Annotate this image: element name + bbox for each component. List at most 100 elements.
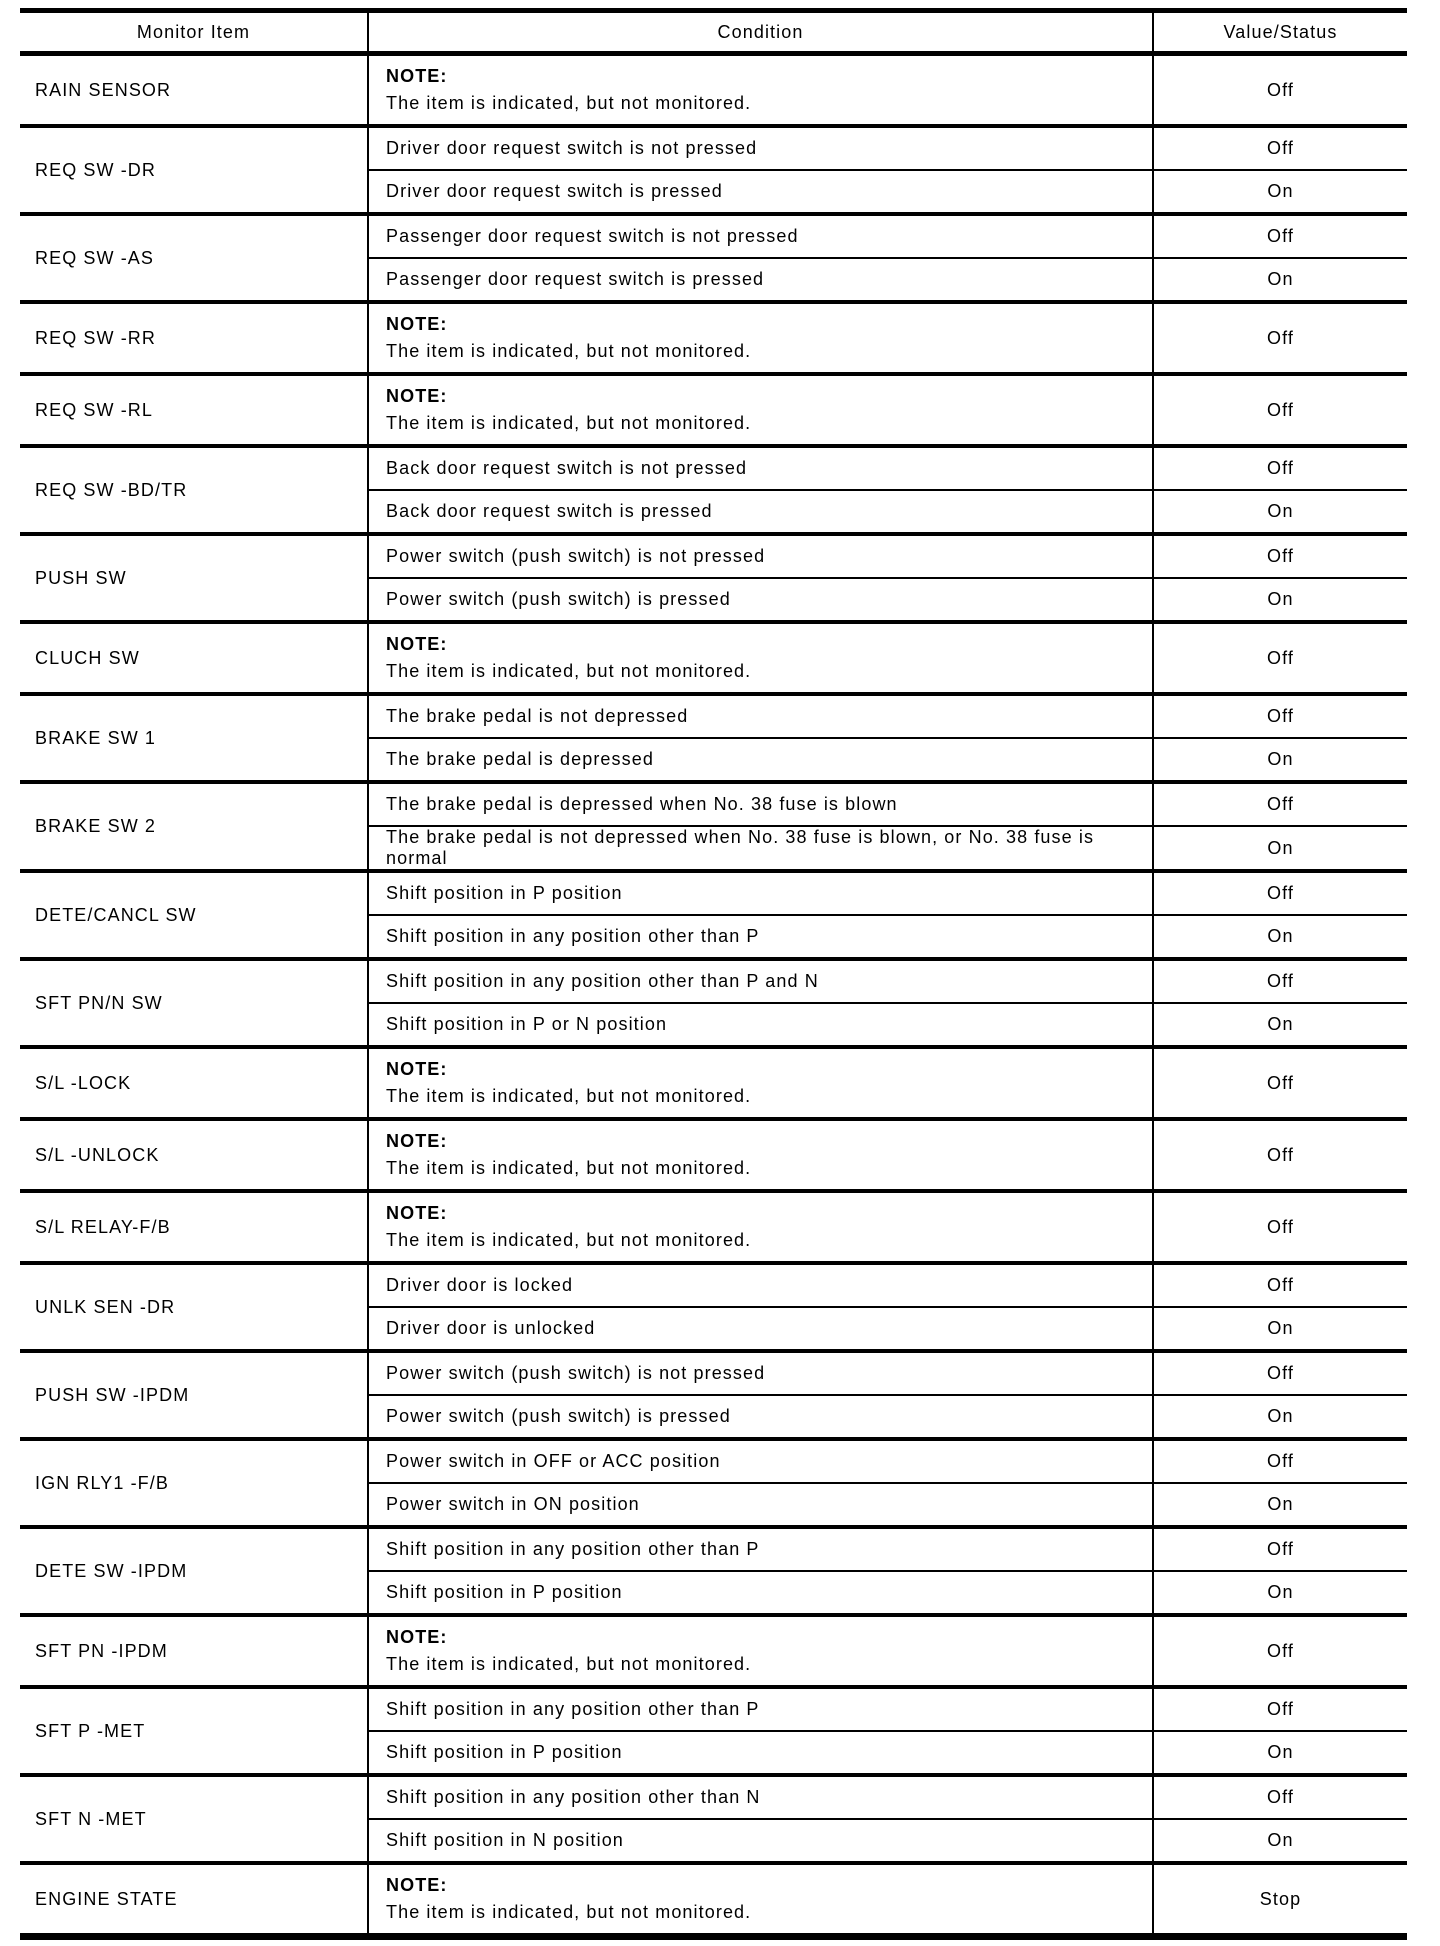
- value-status-cell: Off: [1152, 1613, 1407, 1687]
- table-row: Driver door is unlocked On: [20, 1306, 1407, 1351]
- table-row: BRAKE SW 2 The brake pedal is depressed w…: [20, 780, 1407, 871]
- condition-cell: Back door request switch is pressed: [367, 489, 1153, 534]
- table-row: Shift position in P or N position On: [20, 1002, 1407, 1047]
- monitor-item-cell: SFT PN -IPDM: [20, 1613, 368, 1687]
- note-label: NOTE:: [386, 1203, 448, 1223]
- table-row: RAIN SENSOR NOTE: The item is indicated, b…: [20, 51, 1407, 126]
- table-row: Power switch in ON position On: [20, 1482, 1407, 1527]
- condition-text: The brake pedal is depressed when No. 38…: [386, 794, 898, 814]
- monitor-item-cell: S/L -UNLOCK: [20, 1117, 368, 1191]
- condition-text: Shift position in P position: [386, 1582, 623, 1602]
- condition-cell: Driver door is unlocked: [367, 1306, 1153, 1351]
- value-status-cell: Off: [1152, 869, 1407, 915]
- condition-text: Power switch in OFF or ACC position: [386, 1451, 721, 1471]
- condition-text: The item is indicated, but not monitored…: [386, 93, 752, 113]
- value-status-cell: Off: [1152, 532, 1407, 578]
- condition-cell-note: NOTE: The item is indicated, but not moni…: [367, 1861, 1153, 1937]
- condition-text: The item is indicated, but not monitored…: [386, 661, 752, 681]
- monitor-item-cell: REQ SW -AS: [20, 212, 368, 302]
- table-row: Shift position in N position On: [20, 1818, 1407, 1863]
- table-row: The brake pedal is depressed On: [20, 737, 1407, 782]
- monitor-item-cell: ENGINE STATE: [20, 1861, 368, 1937]
- value-status-cell: Off: [1152, 1261, 1407, 1307]
- value-status-cell: Off: [1152, 1685, 1407, 1731]
- value-status-cell: On: [1152, 169, 1407, 214]
- table-row: Back door request switch is pressed On: [20, 489, 1407, 534]
- table-row: BRAKE SW 1 The brake pedal is not depress…: [20, 692, 1407, 782]
- condition-cell-note: NOTE: The item is indicated, but not moni…: [367, 1613, 1153, 1687]
- monitor-item-cell: RAIN SENSOR: [20, 51, 368, 126]
- condition-cell: Power switch (push switch) is not presse…: [367, 532, 1153, 578]
- table-row: DETE/CANCL SW Shift position in P positio…: [20, 869, 1407, 959]
- table-row: Power switch (push switch) is pressed On: [20, 577, 1407, 622]
- condition-text: Back door request switch is not pressed: [386, 458, 748, 478]
- condition-text: Passenger door request switch is not pre…: [386, 226, 799, 246]
- condition-cell: Shift position in any position other tha…: [367, 1773, 1153, 1819]
- value-status-cell: On: [1152, 914, 1407, 959]
- condition-cell: Shift position in any position other tha…: [367, 1685, 1153, 1731]
- condition-text: The brake pedal is depressed: [386, 749, 654, 769]
- table-row: DETE SW -IPDM Shift position in any posit…: [20, 1525, 1407, 1615]
- condition-text: Shift position in any position other tha…: [386, 971, 819, 991]
- condition-cell: Driver door request switch is pressed: [367, 169, 1153, 214]
- monitor-item-cell: CLUCH SW: [20, 620, 368, 694]
- table-row: ENGINE STATE NOTE: The item is indicated, …: [20, 1861, 1407, 1937]
- table-row: REQ SW -BD/TR Back door request switch is…: [20, 444, 1407, 534]
- condition-text: Shift position in any position other tha…: [386, 1539, 760, 1559]
- condition-cell: Shift position in P position: [367, 869, 1153, 915]
- monitor-item-cell: S/L -LOCK: [20, 1045, 368, 1119]
- monitor-item-cell: PUSH SW: [20, 532, 368, 622]
- value-status-cell: Off: [1152, 692, 1407, 738]
- table-row: REQ SW -RR NOTE: The item is indicated, bu…: [20, 300, 1407, 374]
- table-row: IGN RLY1 -F/B Power switch in OFF or ACC …: [20, 1437, 1407, 1527]
- condition-cell-note: NOTE: The item is indicated, but not moni…: [367, 1117, 1153, 1191]
- value-status-cell: Stop: [1152, 1861, 1407, 1937]
- table-row: S/L -UNLOCK NOTE: The item is indicated, b…: [20, 1117, 1407, 1191]
- condition-text: Power switch (push switch) is not presse…: [386, 1363, 766, 1383]
- value-status-cell: Off: [1152, 372, 1407, 446]
- condition-cell: Passenger door request switch is not pre…: [367, 212, 1153, 258]
- value-status-cell: Off: [1152, 300, 1407, 374]
- note-label: NOTE:: [386, 1627, 448, 1647]
- value-status-cell: Off: [1152, 212, 1407, 258]
- condition-cell-note: NOTE: The item is indicated, but not moni…: [367, 372, 1153, 446]
- table-row: PUSH SW -IPDM Power switch (push switch) …: [20, 1349, 1407, 1439]
- value-status-cell: Off: [1152, 1773, 1407, 1819]
- condition-text: Shift position in P or N position: [386, 1014, 668, 1034]
- value-status-cell: On: [1152, 1818, 1407, 1863]
- table-row: The brake pedal is not depressed when No…: [20, 825, 1407, 871]
- monitor-item-cell: S/L RELAY-F/B: [20, 1189, 368, 1263]
- value-status-cell: Off: [1152, 1189, 1407, 1263]
- table-row: REQ SW -RL NOTE: The item is indicated, bu…: [20, 372, 1407, 446]
- value-status-cell: Off: [1152, 51, 1407, 126]
- column-header-value-status: Value/Status: [1152, 10, 1407, 56]
- condition-text: Shift position in any position other tha…: [386, 1699, 760, 1719]
- condition-cell: Shift position in N position: [367, 1818, 1153, 1863]
- condition-cell: Power switch (push switch) is pressed: [367, 1394, 1153, 1439]
- condition-text: Shift position in P position: [386, 883, 623, 903]
- table-row: S/L RELAY-F/B NOTE: The item is indicated,…: [20, 1189, 1407, 1263]
- table-row: Shift position in any position other tha…: [20, 914, 1407, 959]
- condition-text: Shift position in P position: [386, 1742, 623, 1762]
- table-row: SFT P -MET Shift position in any position…: [20, 1685, 1407, 1775]
- value-status-cell: Off: [1152, 780, 1407, 826]
- value-status-cell: On: [1152, 1482, 1407, 1527]
- table-row: SFT PN/N SW Shift position in any positio…: [20, 957, 1407, 1047]
- monitor-item-cell: PUSH SW -IPDM: [20, 1349, 368, 1439]
- monitor-item-cell: SFT P -MET: [20, 1685, 368, 1775]
- value-status-cell: On: [1152, 737, 1407, 782]
- condition-cell-note: NOTE: The item is indicated, but not moni…: [367, 620, 1153, 694]
- condition-cell: Power switch (push switch) is pressed: [367, 577, 1153, 622]
- table-row: Shift position in P position On: [20, 1730, 1407, 1775]
- condition-cell: Shift position in any position other tha…: [367, 914, 1153, 959]
- condition-cell: Driver door is locked: [367, 1261, 1153, 1307]
- table-row: Driver door request switch is pressed On: [20, 169, 1407, 214]
- condition-cell: Power switch (push switch) is not presse…: [367, 1349, 1153, 1395]
- condition-cell: Shift position in P or N position: [367, 1002, 1153, 1047]
- condition-text: Power switch (push switch) is not presse…: [386, 546, 766, 566]
- value-status-cell: Off: [1152, 444, 1407, 490]
- value-status-cell: On: [1152, 1570, 1407, 1615]
- value-status-cell: Off: [1152, 1437, 1407, 1483]
- condition-cell: Passenger door request switch is pressed: [367, 257, 1153, 302]
- condition-text: The item is indicated, but not monitored…: [386, 1086, 752, 1106]
